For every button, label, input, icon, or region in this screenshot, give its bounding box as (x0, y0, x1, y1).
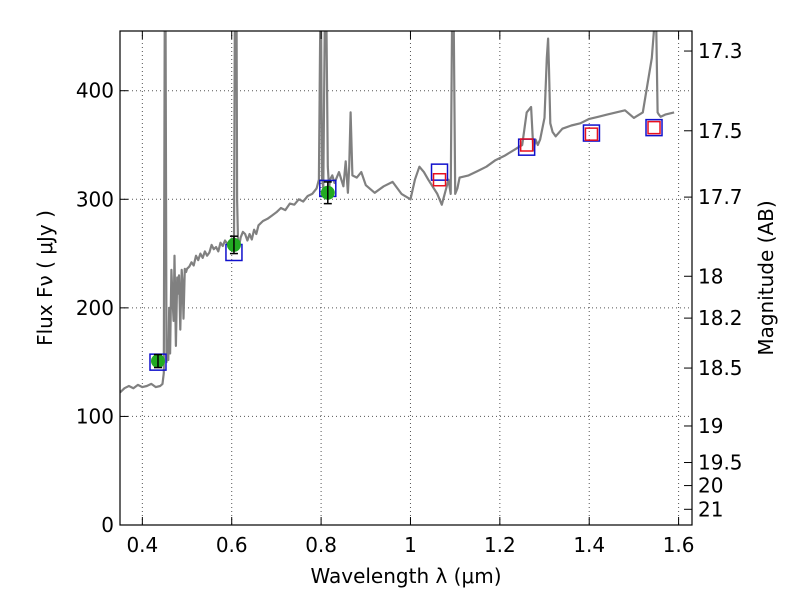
observed-nir-point (584, 127, 599, 141)
model-point (645, 118, 663, 137)
plot-frame (119, 30, 693, 526)
y-tick-label: 300 (76, 187, 114, 211)
observed-nir-point (647, 120, 661, 135)
x-tick-label: 1.6 (663, 533, 695, 557)
x-tick-label: 0.6 (216, 533, 248, 557)
y-tick-label: 200 (76, 296, 114, 320)
magnitude-tick-label: 21 (698, 497, 723, 521)
y-tick-label: 400 (76, 79, 114, 103)
magnitude-tick-label: 20 (698, 474, 723, 498)
gridlines (120, 31, 692, 526)
y-tick-label: 100 (76, 404, 114, 428)
magnitude-axis-label: Magnitude (AB) (754, 200, 778, 355)
plot-data (120, 31, 675, 394)
model-point (582, 124, 601, 142)
model-point (430, 163, 449, 181)
axis-ticks: 0.4 0.6 0.8 1 1.2 1.4 1.6 0 100 200 300 400 17.3 17.5… (76, 31, 743, 557)
x-axis-label: Wavelength λ (μm) (310, 564, 501, 588)
x-tick-label: 1 (404, 533, 417, 557)
x-tick-label: 1.2 (484, 533, 516, 557)
x-tick-label: 1.4 (573, 533, 605, 557)
magnitude-tick-label: 17.5 (698, 119, 743, 143)
y-tick-label: 0 (101, 513, 114, 537)
magnitude-tick-label: 18 (698, 264, 723, 288)
y-axis-label: Flux Fν ( μJy ) (33, 210, 57, 346)
observed-nir-point (432, 172, 447, 187)
observed-nir-point (519, 138, 534, 152)
x-tick-label: 0.4 (126, 533, 158, 557)
magnitude-tick-label: 18.5 (698, 356, 743, 380)
spectrum-line (120, 31, 675, 394)
magnitude-tick-label: 19 (698, 414, 723, 438)
magnitude-tick-label: 17.7 (698, 185, 743, 209)
magnitude-tick-label: 17.3 (698, 39, 743, 63)
magnitude-tick-label: 19.5 (698, 451, 743, 475)
magnitude-tick-label: 18.2 (698, 306, 743, 330)
x-tick-label: 0.8 (305, 533, 337, 557)
